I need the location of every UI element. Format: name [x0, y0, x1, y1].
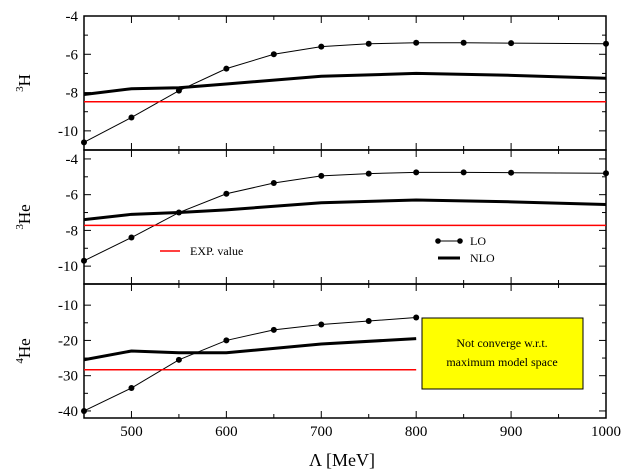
- y-tick-label: -20: [58, 333, 78, 349]
- chart-panels: -10-8-6-43H-10-8-6-43He-40-30-20-104He50…: [14, 9, 621, 440]
- lo-line: [84, 317, 417, 412]
- lo-marker: [318, 43, 325, 50]
- panel-3: -40 -30 -20 -10 4He: [14, 283, 607, 420]
- y-tick-label: -8: [66, 223, 79, 239]
- annotation-line-1: Not converge w.r.t.: [456, 336, 547, 350]
- x-tick-label: 700: [310, 424, 333, 440]
- lo-marker: [460, 39, 467, 46]
- y-axis-title-nucleus: H: [15, 74, 34, 86]
- lo-line: [84, 171, 606, 262]
- x-tick-label: 600: [215, 424, 238, 440]
- x-tick-label: 1000: [591, 424, 621, 440]
- annotation-line-2: maximum model space: [446, 355, 557, 369]
- y-tick-label: -10: [58, 259, 78, 275]
- y-axis-title-nucleus: He: [15, 338, 34, 358]
- lo-marker: [460, 169, 467, 176]
- y-axis-title-mass-number: 3: [14, 86, 26, 92]
- lo-marker: [270, 51, 277, 58]
- lo-marker: [413, 314, 420, 321]
- lo-marker: [81, 407, 87, 414]
- lo-marker: [81, 257, 87, 264]
- lo-marker: [128, 114, 135, 121]
- x-tick-label: 900: [500, 424, 523, 440]
- y-tick-label: -8: [66, 86, 79, 102]
- y-tick-label: -4: [66, 152, 79, 168]
- lo-marker: [413, 39, 420, 46]
- x-tick-label: 500: [120, 424, 143, 440]
- lo-marker: [318, 321, 325, 328]
- legend-lo-label: LO: [470, 234, 486, 248]
- x-tick-label: 800: [405, 424, 428, 440]
- panel-frame: [83, 283, 607, 419]
- panel-frame: [83, 149, 607, 285]
- nlo-line: [84, 198, 606, 222]
- lo-marker: [270, 326, 277, 333]
- lo-line: [84, 42, 606, 143]
- legend-exp-label: EXP. value: [190, 244, 243, 258]
- x-axis-title: Λ [MeV]: [309, 450, 375, 470]
- legend-lo-marker-right: [457, 238, 463, 244]
- y-tick-label: -4: [66, 9, 79, 25]
- nlo-line: [84, 71, 606, 96]
- lo-marker: [365, 170, 372, 177]
- lo-marker: [603, 170, 609, 177]
- lo-marker: [223, 337, 230, 344]
- y-tick-label: -10: [58, 124, 78, 140]
- lo-marker: [270, 180, 277, 187]
- y-axis-title: 3H: [14, 74, 34, 92]
- annotation-box: Not converge w.r.t. maximum model space: [421, 317, 584, 390]
- lo-marker: [508, 40, 515, 47]
- panel-2: -10 -8 -6 -4 3He: [14, 149, 609, 285]
- lo-marker: [81, 139, 87, 146]
- lo-marker: [603, 40, 609, 47]
- nlo-line: [84, 337, 417, 362]
- lo-marker: [413, 169, 420, 176]
- y-tick-label: -6: [66, 188, 79, 204]
- lo-marker: [223, 190, 230, 197]
- annotation-background: [421, 317, 584, 390]
- lo-marker: [318, 172, 325, 179]
- y-axis-title-mass-number: 4: [14, 358, 26, 364]
- y-axis-title: 4He: [14, 338, 34, 363]
- lo-marker: [128, 234, 135, 241]
- y-tick-label: -40: [58, 404, 78, 420]
- y-axis-title-mass-number: 3: [14, 224, 26, 230]
- lo-marker: [128, 385, 135, 392]
- panel-1: -10 -8 -6 -4 3H: [14, 9, 609, 151]
- legend-nlo-label: NLO: [470, 251, 495, 265]
- panel-frame: [83, 15, 607, 151]
- y-axis-title: 3He: [14, 204, 34, 229]
- lo-marker: [508, 169, 515, 176]
- legend: EXP. value LO NLO: [160, 234, 495, 265]
- lo-marker: [175, 356, 182, 363]
- y-tick-label: -30: [58, 369, 78, 385]
- y-tick-label: -10: [58, 298, 78, 314]
- lo-marker: [223, 65, 230, 72]
- y-axis-title-nucleus: He: [15, 204, 34, 224]
- lo-marker: [365, 318, 372, 325]
- legend-lo-marker-left: [435, 238, 441, 244]
- y-tick-label: -6: [66, 47, 79, 63]
- lo-marker: [365, 40, 372, 47]
